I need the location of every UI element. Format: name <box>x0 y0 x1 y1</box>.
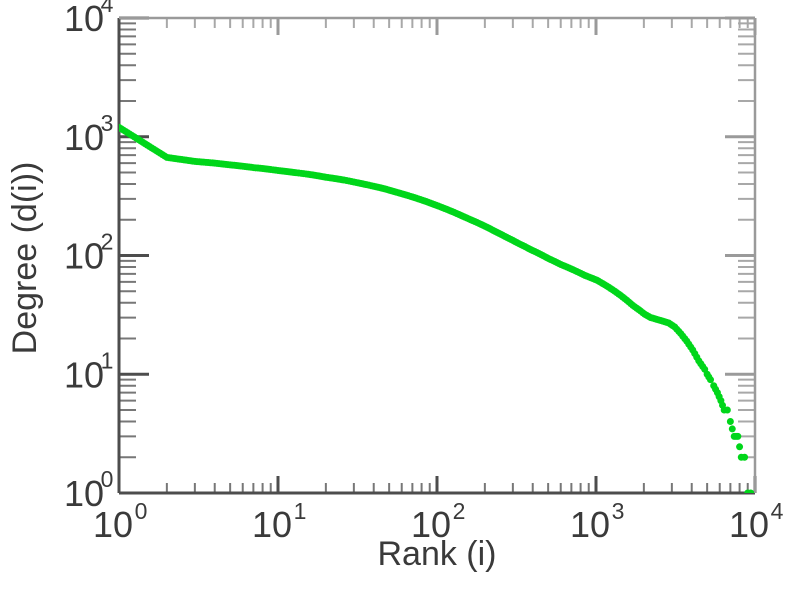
x-tick-exponent: 1 <box>294 498 307 524</box>
y-tick-base: 10 <box>64 354 104 395</box>
y-tick-exponent: 2 <box>101 229 114 255</box>
x-tick-label: 10 0 <box>93 498 147 545</box>
x-tick-base: 10 <box>252 504 292 545</box>
x-tick-exponent: 0 <box>135 498 148 524</box>
x-tick-exponent: 4 <box>771 498 784 524</box>
data-point <box>734 432 742 440</box>
y-tick-label: 102 <box>64 229 113 277</box>
data-point <box>728 425 736 433</box>
x-tick-base: 10 <box>729 504 769 545</box>
x-tick-label: 10 3 <box>570 498 624 545</box>
series-degree-rank <box>119 123 755 493</box>
y-tick-base: 10 <box>64 473 104 514</box>
y-axis-title: Degree (d(i)) <box>6 162 44 355</box>
x-tick-base: 10 <box>93 504 133 545</box>
x-tick-base: 10 <box>570 504 610 545</box>
data-point <box>723 406 731 414</box>
y-tick-exponent: 0 <box>101 466 114 492</box>
data-point <box>741 453 749 461</box>
data-point <box>707 376 715 384</box>
x-tick-base: 10 <box>411 504 451 545</box>
y-tick-label: 101 <box>64 347 113 395</box>
x-tick-exponent: 2 <box>453 498 466 524</box>
y-tick-label: 103 <box>64 110 113 158</box>
x-tick-label: 10 1 <box>252 498 306 545</box>
y-tick-exponent: 4 <box>101 0 114 17</box>
y-tick-label: 104 <box>64 0 114 39</box>
data-point <box>747 489 755 493</box>
x-tick-label: 10 4 <box>729 498 784 545</box>
axes-frame <box>117 16 757 495</box>
data-point <box>736 443 744 451</box>
y-tick-exponent: 3 <box>101 110 114 136</box>
data-point-group <box>119 123 755 493</box>
x-tick-exponent: 3 <box>612 498 625 524</box>
y-tick-base: 10 <box>64 236 104 277</box>
y-tick-label: 100 <box>64 466 113 514</box>
x-tick-label: 10 2 <box>411 498 465 545</box>
minor-tick-marks <box>119 18 755 493</box>
x-axis-title: Rank (i) <box>377 535 496 573</box>
y-tick-exponent: 1 <box>101 347 114 373</box>
y-tick-base: 10 <box>64 117 104 158</box>
x-tick-label-group: 10 0 10 1 10 2 10 3 10 4 <box>93 498 784 545</box>
data-point <box>726 418 734 426</box>
y-tick-base: 10 <box>64 0 104 39</box>
